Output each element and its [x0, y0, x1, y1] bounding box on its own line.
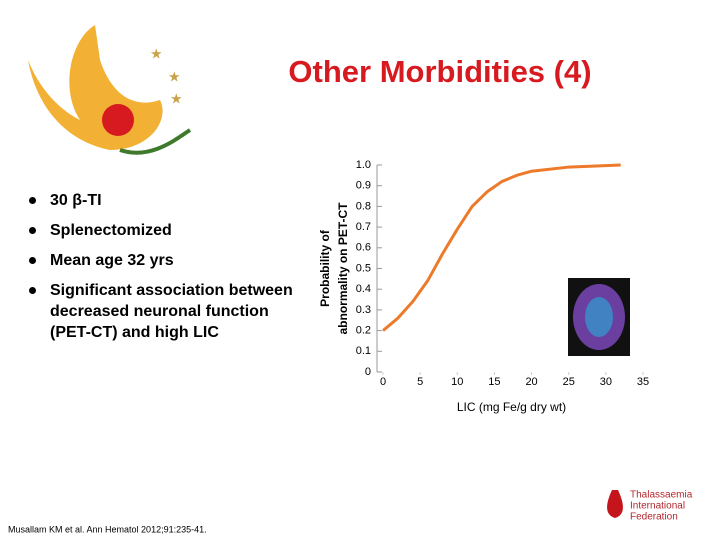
x-tick-label: 15: [488, 376, 500, 388]
y-tick-label: 0.5: [356, 262, 371, 274]
x-tick-label: 25: [563, 376, 575, 388]
tif-logo-text: Thalassaemia: [630, 490, 693, 501]
y-axis-label: Probability of: [318, 229, 332, 307]
y-tick-label: 0.2: [356, 325, 371, 337]
x-tick-label: 5: [417, 376, 423, 388]
x-tick-label: 30: [600, 376, 612, 388]
citation: Musallam KM et al. Ann Hematol 2012;91:2…: [8, 524, 207, 534]
y-tick-label: 0.4: [356, 283, 371, 295]
x-axis-label: LIC (mg Fe/g dry wt): [457, 400, 566, 414]
tif-logo-text: International: [630, 501, 685, 512]
bullet: Significant association between decrease…: [24, 280, 294, 343]
y-tick-label: 0.3: [356, 304, 371, 316]
y-axis-label: abnormality on PET-CT: [336, 202, 350, 335]
svg-text:★: ★: [150, 46, 163, 62]
x-tick-label: 10: [451, 376, 463, 388]
x-tick-label: 35: [637, 376, 649, 388]
tif-logo-text: Federation: [630, 512, 678, 523]
bullet: 30 β-TI: [24, 190, 294, 211]
y-tick-label: 0: [365, 366, 371, 378]
x-tick-label: 20: [525, 376, 537, 388]
bullet: Mean age 32 yrs: [24, 250, 294, 271]
y-tick-label: 1.0: [356, 159, 371, 171]
bullet: Splenectomized: [24, 220, 294, 241]
bird-logo: ★ ★ ★: [28, 25, 192, 155]
bullet-list: 30 β-TI Splenectomized Mean age 32 yrs Sign…: [24, 190, 294, 352]
y-tick-label: 0.1: [356, 345, 371, 357]
y-tick-label: 0.9: [356, 180, 371, 192]
tif-logo-drop: [607, 490, 623, 518]
y-tick-label: 0.6: [356, 242, 371, 254]
svg-text:★: ★: [168, 69, 181, 85]
brain-scan-core: [585, 297, 613, 337]
x-tick-label: 0: [380, 376, 386, 388]
svg-text:★: ★: [170, 91, 183, 107]
y-tick-label: 0.8: [356, 200, 371, 212]
line: [382, 163, 621, 332]
y-tick-label: 0.7: [356, 221, 371, 233]
slide-title: Other Morbidities (4): [288, 54, 591, 89]
